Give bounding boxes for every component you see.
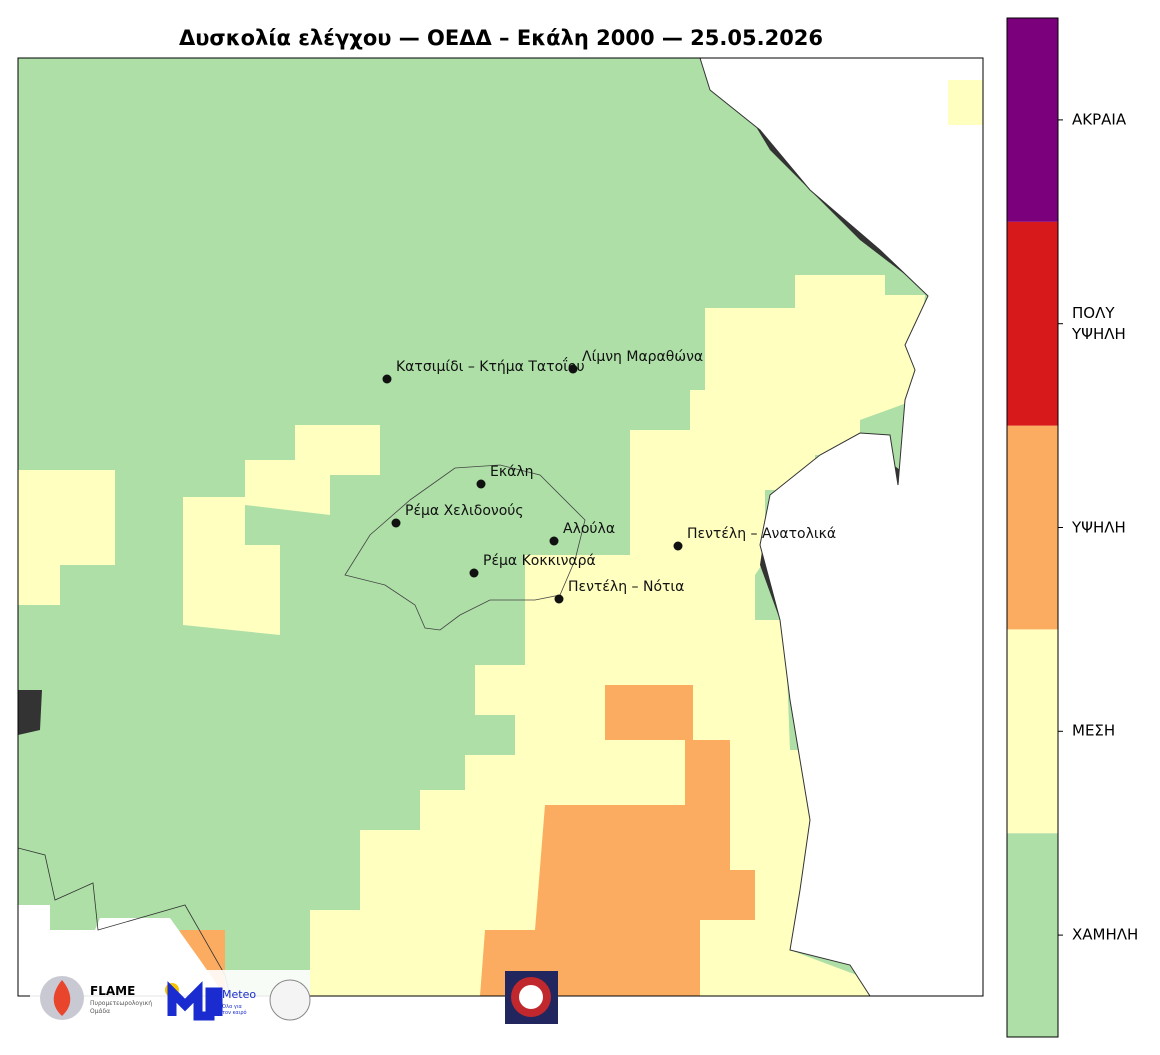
colorbar-segment: [1007, 833, 1058, 1037]
colorbar-frame: [1006, 17, 1059, 1038]
seal-logo: [269, 979, 311, 1021]
map-area: [18, 58, 983, 996]
sea: [699, 58, 983, 996]
logo-text: FLAME: [90, 984, 136, 998]
place-label: Εκάλη: [490, 464, 533, 480]
place-marker: [382, 374, 392, 384]
place-marker: [673, 541, 683, 551]
colorbar-label: ΧΑΜΗΛΗ: [1072, 925, 1139, 944]
coast-edge: [18, 690, 42, 735]
colorbar: [1007, 18, 1063, 1037]
place-label: Ρέμα Χελιδονούς: [405, 503, 524, 519]
place-marker: [476, 479, 486, 489]
place-label: Αλούλα: [563, 521, 615, 537]
logo-text: Πυρομετεωρολογική Ομάδα: [90, 1000, 153, 1015]
logo-text: Όλα για τον καιρό: [222, 1004, 247, 1016]
boundary: [18, 847, 231, 996]
fire-service-emblem: [519, 985, 543, 1009]
place-marker: [549, 536, 559, 546]
place-marker: [568, 364, 578, 374]
colorbar-segment: [1007, 18, 1058, 222]
medium-zones: [18, 80, 983, 996]
map-frame: [17, 57, 984, 997]
flame-icon: [53, 980, 71, 1016]
colorbar-label: ΥΨΗΛΗ: [1072, 518, 1126, 536]
place-label: Λίμνη Μαραθώνα: [582, 349, 703, 365]
colorbar-label: ΑΚΡΑΙΑ: [1072, 110, 1127, 129]
place-marker: [469, 568, 479, 578]
place-label: Κατσιμίδι – Κτήμα Τατοΐου: [396, 357, 585, 375]
colorbar-segment: [1007, 221, 1058, 426]
place-marker: [391, 518, 401, 528]
municipality-boundary: [344, 464, 586, 631]
logo-bar: [30, 970, 558, 1026]
place-label: Πεντέλη – Νότια: [568, 579, 684, 595]
logo-text: Meteo: [222, 988, 257, 1001]
map-title: Δυσκολία ελέγχου — ΟΕΔΔ – Εκάλη 2000 — 2…: [179, 26, 823, 50]
colorbar-segment: [1007, 425, 1058, 630]
medium-zone: [948, 80, 983, 125]
place-label: Πεντέλη – Ανατολικά: [687, 526, 836, 542]
colorbar-segment: [1007, 629, 1058, 834]
colorbar-label: ΠΟΛΥ ΥΨΗΛΗ: [1072, 303, 1126, 343]
colorbar-label: ΜΕΣΗ: [1072, 721, 1116, 740]
meteo-logo: [167, 981, 223, 1021]
place-marker: [554, 594, 564, 604]
place-label: Ρέμα Κοκκιναρά: [483, 553, 596, 569]
